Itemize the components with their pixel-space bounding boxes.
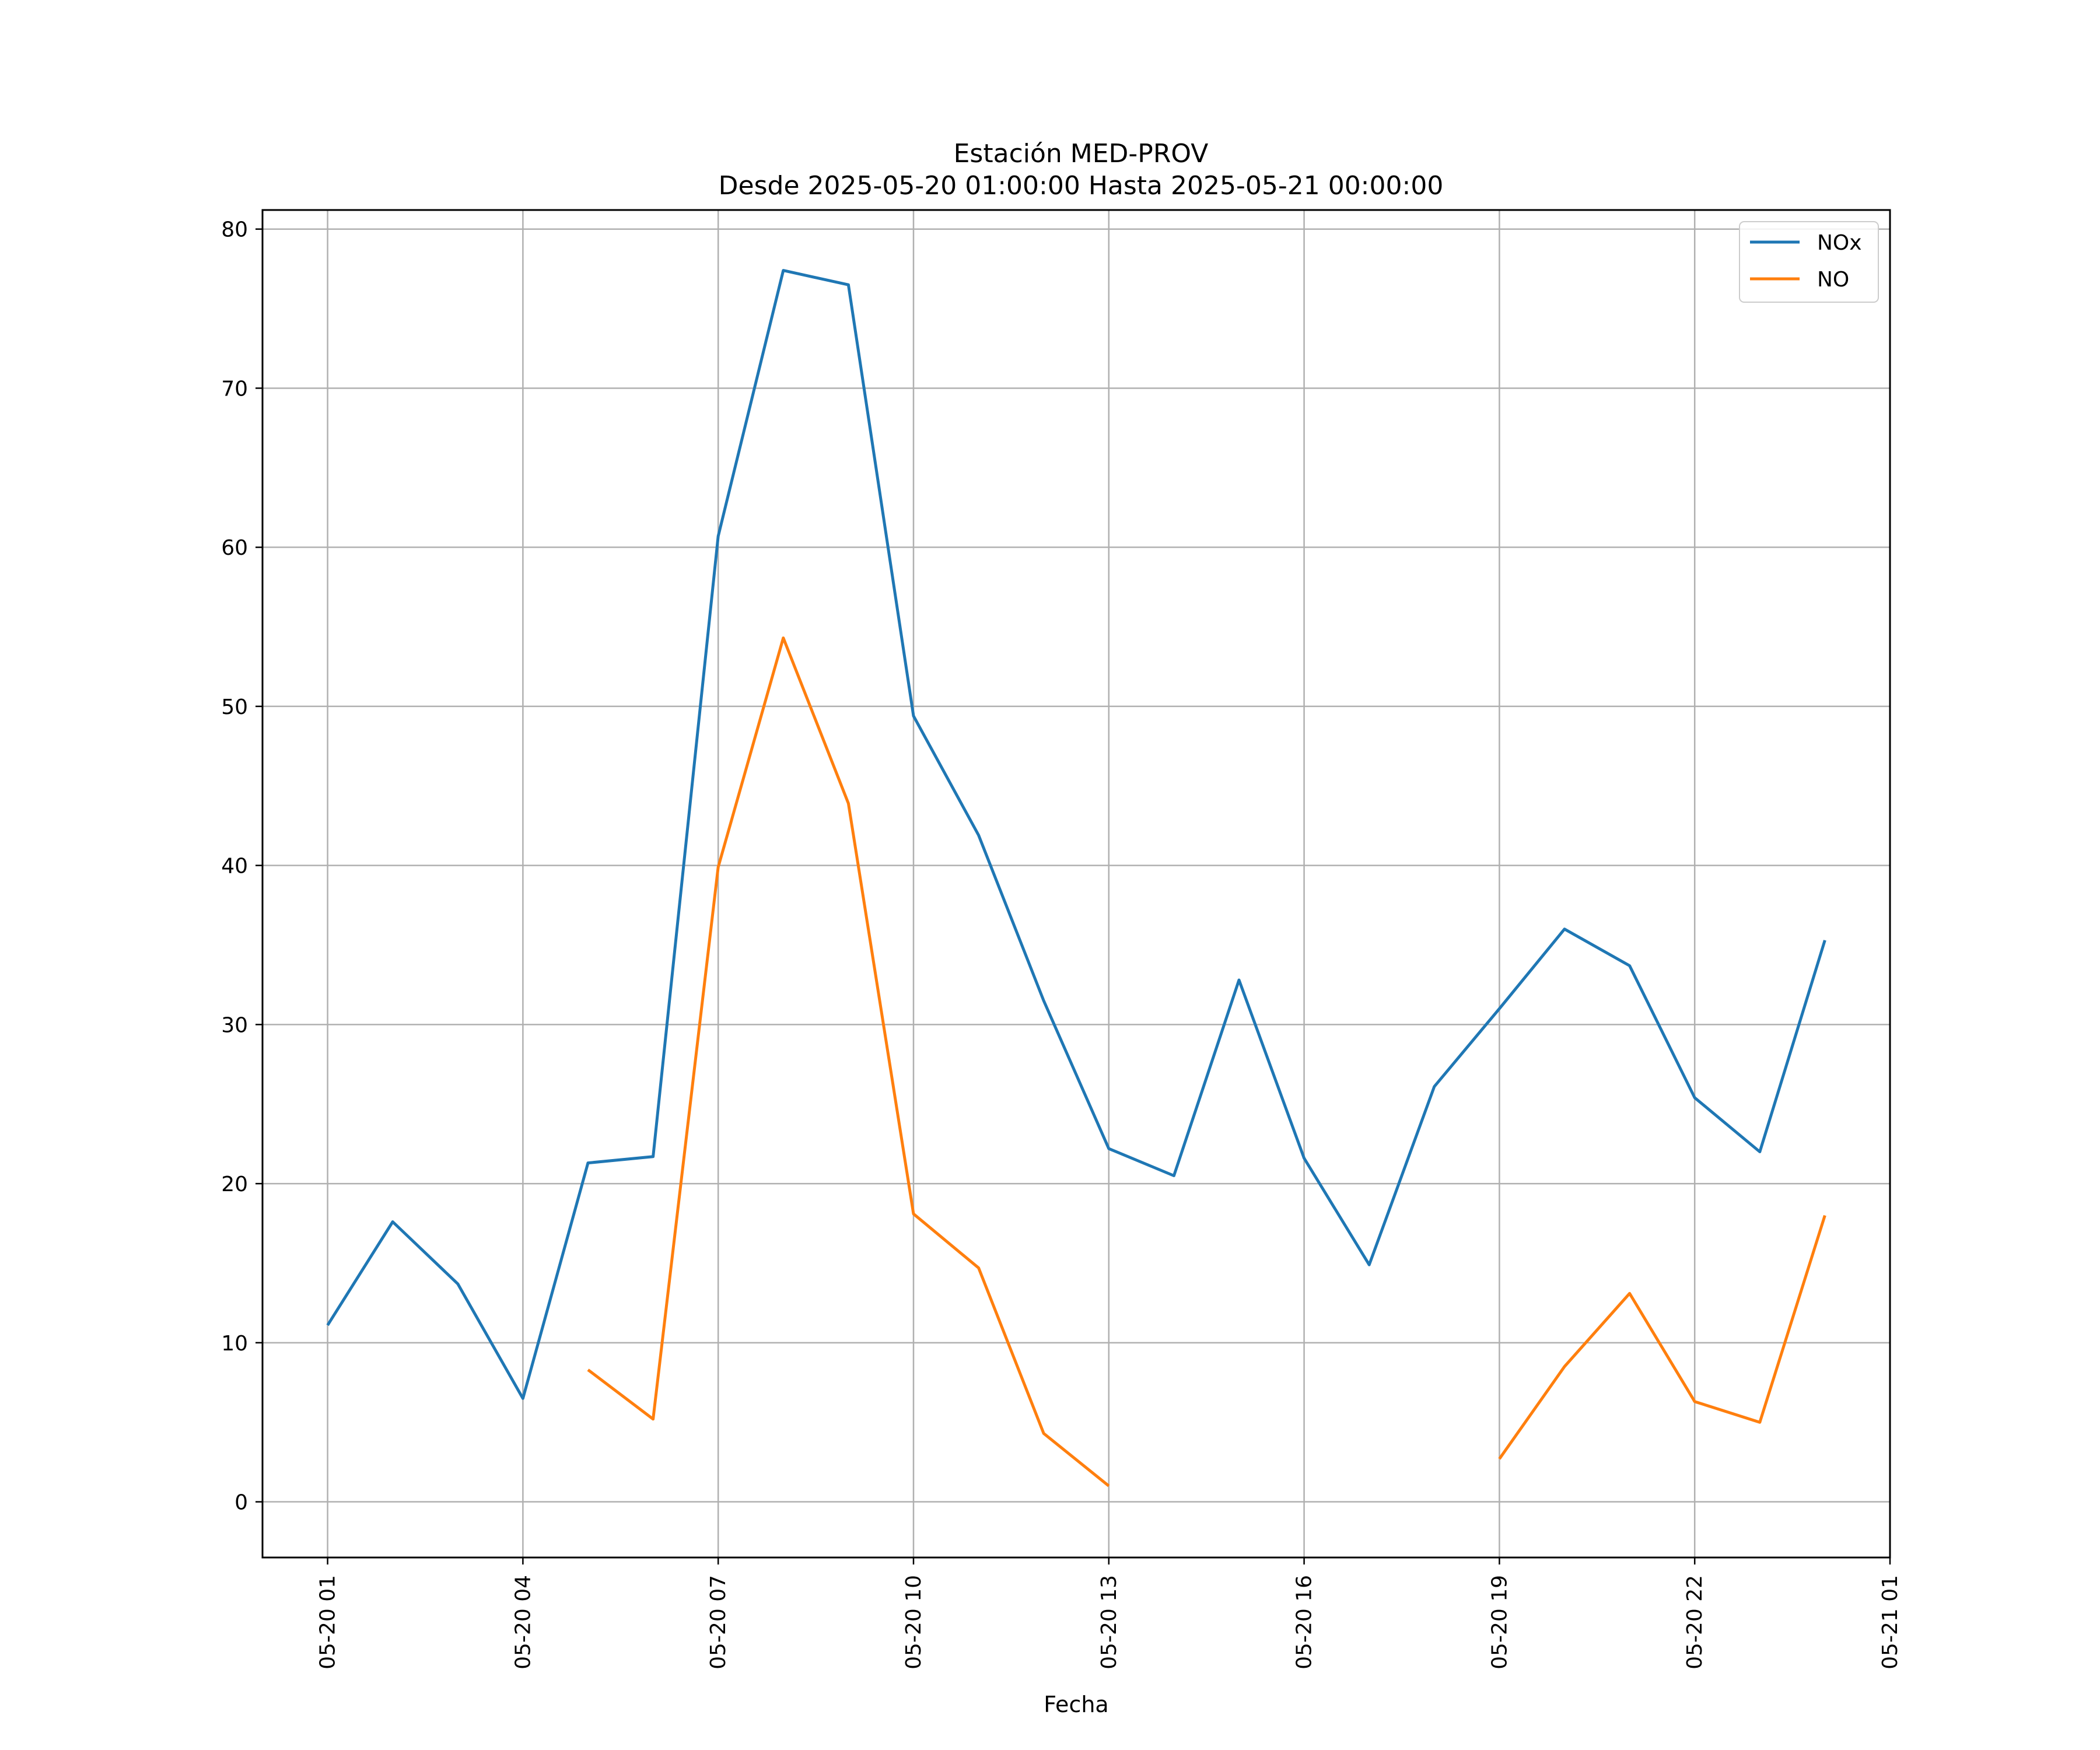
x-tick-label: 05-21 01	[1878, 1575, 1902, 1670]
chart-subtitle: Desde 2025-05-20 01:00:00 Hasta 2025-05-…	[719, 171, 1444, 201]
series-line-nox	[326, 269, 1826, 1400]
x-tick-label: 05-20 01	[316, 1575, 340, 1670]
y-tick-label: 10	[221, 1332, 248, 1356]
y-tick-label: 20	[221, 1172, 248, 1196]
y-tick-label: 80	[221, 218, 248, 242]
x-tick-label: 05-20 16	[1293, 1575, 1317, 1670]
x-tick-label: 05-20 07	[706, 1575, 730, 1670]
chart-title: Estación MED-PROV	[954, 139, 1209, 169]
y-tick-label: 50	[221, 695, 248, 719]
x-axis: 05-20 01 05-20 04 05-20 07 05-20 10 05-20 13…	[316, 1558, 1902, 1670]
y-axis: 0 10 20 30 40 50 60 70 80	[221, 218, 262, 1515]
series-line-no	[1498, 1214, 1826, 1460]
legend: NOx NO	[1739, 221, 1879, 303]
y-tick-label: 0	[235, 1491, 248, 1515]
x-tick-label: 05-20 13	[1097, 1575, 1121, 1670]
series-lines	[326, 269, 1826, 1488]
x-axis-label: Fecha	[1044, 1692, 1108, 1717]
series-line-no	[587, 636, 1110, 1488]
x-tick-label: 05-20 10	[902, 1575, 926, 1670]
x-tick-label: 05-20 22	[1683, 1575, 1707, 1670]
x-tick-label: 05-20 19	[1488, 1575, 1511, 1670]
y-tick-label: 60	[221, 536, 248, 560]
y-tick-label: 70	[221, 377, 248, 401]
legend-label-no: NO	[1817, 268, 1849, 292]
x-tick-label: 05-20 04	[511, 1575, 535, 1670]
y-tick-label: 40	[221, 855, 248, 878]
grid-lines	[262, 210, 1891, 1558]
plot-frame	[261, 209, 1891, 1559]
legend-label-nox: NOx	[1817, 231, 1862, 255]
y-tick-label: 30	[221, 1013, 248, 1037]
